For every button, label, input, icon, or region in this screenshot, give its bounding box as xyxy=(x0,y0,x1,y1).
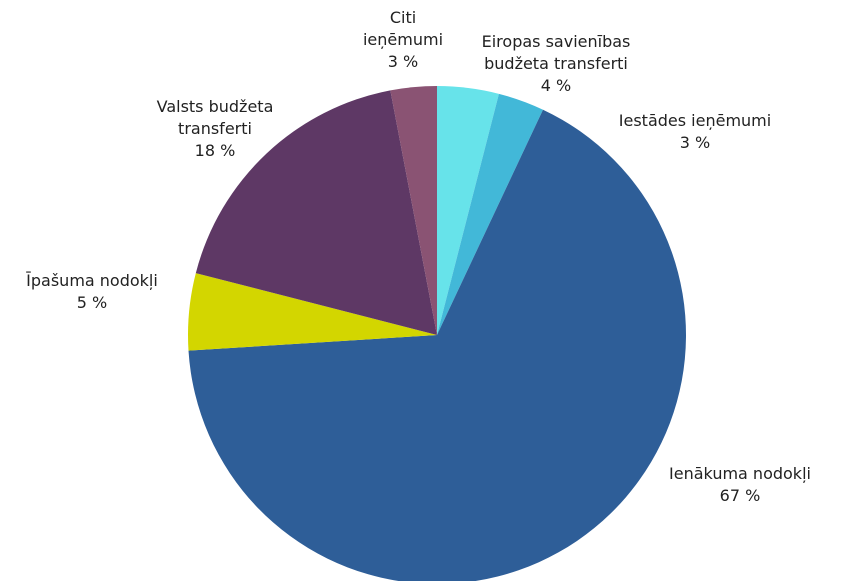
category-label: Īpašuma nodokļi xyxy=(26,271,158,290)
pie-slice xyxy=(437,86,499,335)
slice-label: Citi ieņēmumi 3 % xyxy=(353,7,453,73)
pie-slice xyxy=(390,86,437,335)
value-label: 3 % xyxy=(387,52,419,71)
value-label: 4 % xyxy=(540,76,572,95)
category-label: Ienākuma nodokļi xyxy=(669,464,811,483)
pie-slice xyxy=(188,273,437,351)
slice-label: Īpašuma nodokļi 5 % xyxy=(2,270,182,314)
value-label: 18 % xyxy=(194,141,236,160)
slice-label: Valsts budžeta transferti 18 % xyxy=(140,96,290,162)
category-label: Eiropas savienības budžeta transferti xyxy=(481,32,631,73)
category-label: Citi ieņēmumi xyxy=(362,8,444,49)
category-label: Valsts budžeta transferti xyxy=(156,97,274,138)
slice-label: Eiropas savienības budžeta transferti 4 % xyxy=(456,31,656,97)
category-label: Iestādes ieņēmumi xyxy=(618,111,772,130)
pie-slice xyxy=(188,109,686,581)
value-label: 3 % xyxy=(679,133,711,152)
slice-label: Ienākuma nodokļi 67 % xyxy=(640,463,840,507)
value-label: 67 % xyxy=(719,486,761,505)
pie-slice xyxy=(437,93,544,336)
slice-label: Iestādes ieņēmumi 3 % xyxy=(595,110,795,154)
value-label: 5 % xyxy=(76,293,108,312)
pie-slice xyxy=(195,90,437,335)
